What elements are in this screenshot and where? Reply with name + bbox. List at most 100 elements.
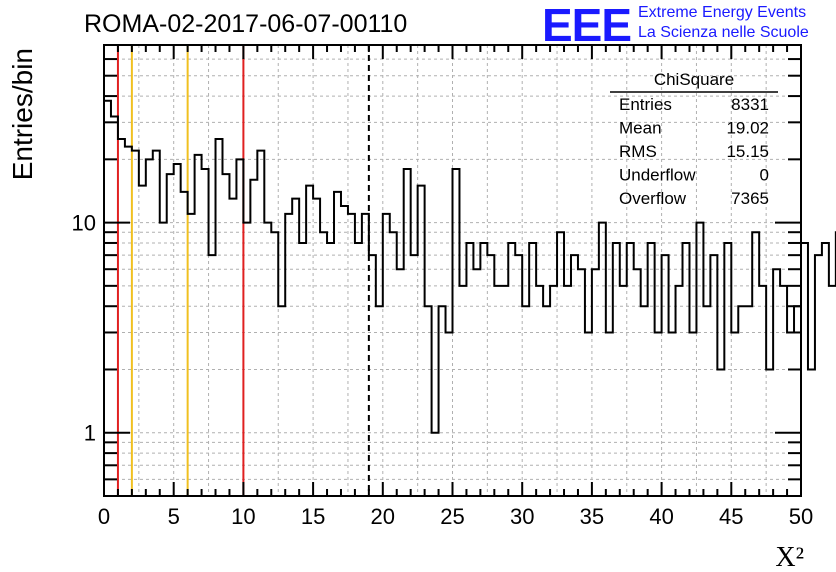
x-tick-label: 5 [168,504,180,529]
eee-logo: EEE [542,0,632,51]
logo-caption-line2: La Scienza nelle Scuole [638,24,809,41]
histogram-bin [522,306,529,496]
stats-value: 19.02 [726,119,769,138]
histogram-bin [250,180,257,496]
histogram-bin [745,306,752,496]
histogram-bin [390,232,397,496]
histogram-bin [285,214,292,496]
histogram-bin [634,269,641,496]
stats-label: RMS [619,142,657,161]
axis-ticks [103,45,802,496]
stats-label: Overflow [619,189,687,208]
chart-title: ROMA-02-2017-06-07-00110 [84,10,408,38]
histogram-bin [676,286,683,496]
histogram-bin [571,255,578,496]
stats-label: Entries [619,95,672,114]
y-axis-label: Entries/bin [7,48,38,180]
histogram-bin [703,306,710,496]
histogram-bin [578,269,585,496]
histogram-bin [801,243,808,496]
histogram-bin [278,306,285,496]
stats-value: 0 [760,166,769,185]
histogram-bin [494,286,501,496]
histogram-bin [780,286,787,496]
histogram-bin [188,214,195,496]
histogram-bin [822,243,829,496]
histogram-bin [209,255,216,496]
histogram-bin [829,286,836,496]
histogram-bin [439,306,446,496]
histogram-bin [808,369,815,496]
histogram-bin [536,286,543,496]
histogram-bin [787,332,794,496]
histogram-bin [160,223,167,496]
histogram-bin [459,286,466,496]
histogram-bin [606,332,613,496]
histogram-bin [515,255,522,496]
histogram-bin [773,269,780,496]
histogram-bin [271,232,278,496]
histogram-bin [550,286,557,496]
histogram-bin [257,151,264,496]
histogram-bin [195,155,202,496]
x-tick-label: 0 [98,504,110,529]
x-tick-label: 25 [440,504,464,529]
x-tick-label: 15 [301,504,325,529]
histogram-bin [473,269,480,496]
histogram-bin [181,192,188,496]
histogram-bin [348,214,355,496]
x-tick-label: 20 [371,504,395,529]
histogram-bin [320,232,327,496]
histogram-bin [585,332,592,496]
histogram-bin [794,306,801,496]
histogram-bin [369,255,376,496]
histogram-bin [557,232,564,496]
histogram-bin [264,223,271,496]
stats-box: ChiSquare Entries 8331 Mean 19.02 RMS 15.15 Un… [610,70,778,208]
histogram-bin [362,214,369,496]
histogram-bin [411,255,418,496]
histogram-bin [397,269,404,496]
stats-value: 8331 [731,95,769,114]
histogram-bin [376,306,383,496]
histogram-bin [383,214,390,496]
histogram-bin [738,306,745,496]
marker-lines [116,45,370,496]
y-tick-label: 10 [72,211,96,236]
histogram-outline [104,99,836,434]
histogram-bin [689,332,696,496]
histogram-bin [564,286,571,496]
histogram-bin [125,147,132,496]
stats-label: Underflow [619,166,696,185]
logo-caption-line1: Extreme Energy Events [638,4,807,21]
histogram-bin [641,306,648,496]
histogram-bin [655,332,662,496]
stats-value: 7365 [731,189,769,208]
stats-label: Mean [619,119,662,138]
tick-labels: 0 5 10 15 20 25 30 35 40 45 50 1 10 [72,211,814,529]
x-tick-label: 30 [510,504,534,529]
stats-value: 15.15 [726,142,769,161]
histogram-bin [815,255,822,496]
histogram-bin [425,306,432,496]
x-axis-label: X² [775,542,804,572]
x-tick-label: 50 [789,504,813,529]
histogram-bin [243,223,250,496]
stats-title: ChiSquare [654,70,734,89]
histogram-bin [710,255,717,496]
histogram-bin [731,332,738,496]
x-tick-label: 40 [649,504,673,529]
x-tick-label: 35 [580,504,604,529]
histogram-bin [759,286,766,496]
x-tick-label: 10 [231,504,255,529]
histogram-bin [334,192,341,496]
histogram-bin [752,232,759,496]
histogram-bin [146,159,153,496]
histogram-bars [104,99,836,496]
histogram-bin [599,223,606,496]
histogram-bin [132,151,139,496]
histogram-bin [696,223,703,496]
histogram-bin [501,286,508,496]
